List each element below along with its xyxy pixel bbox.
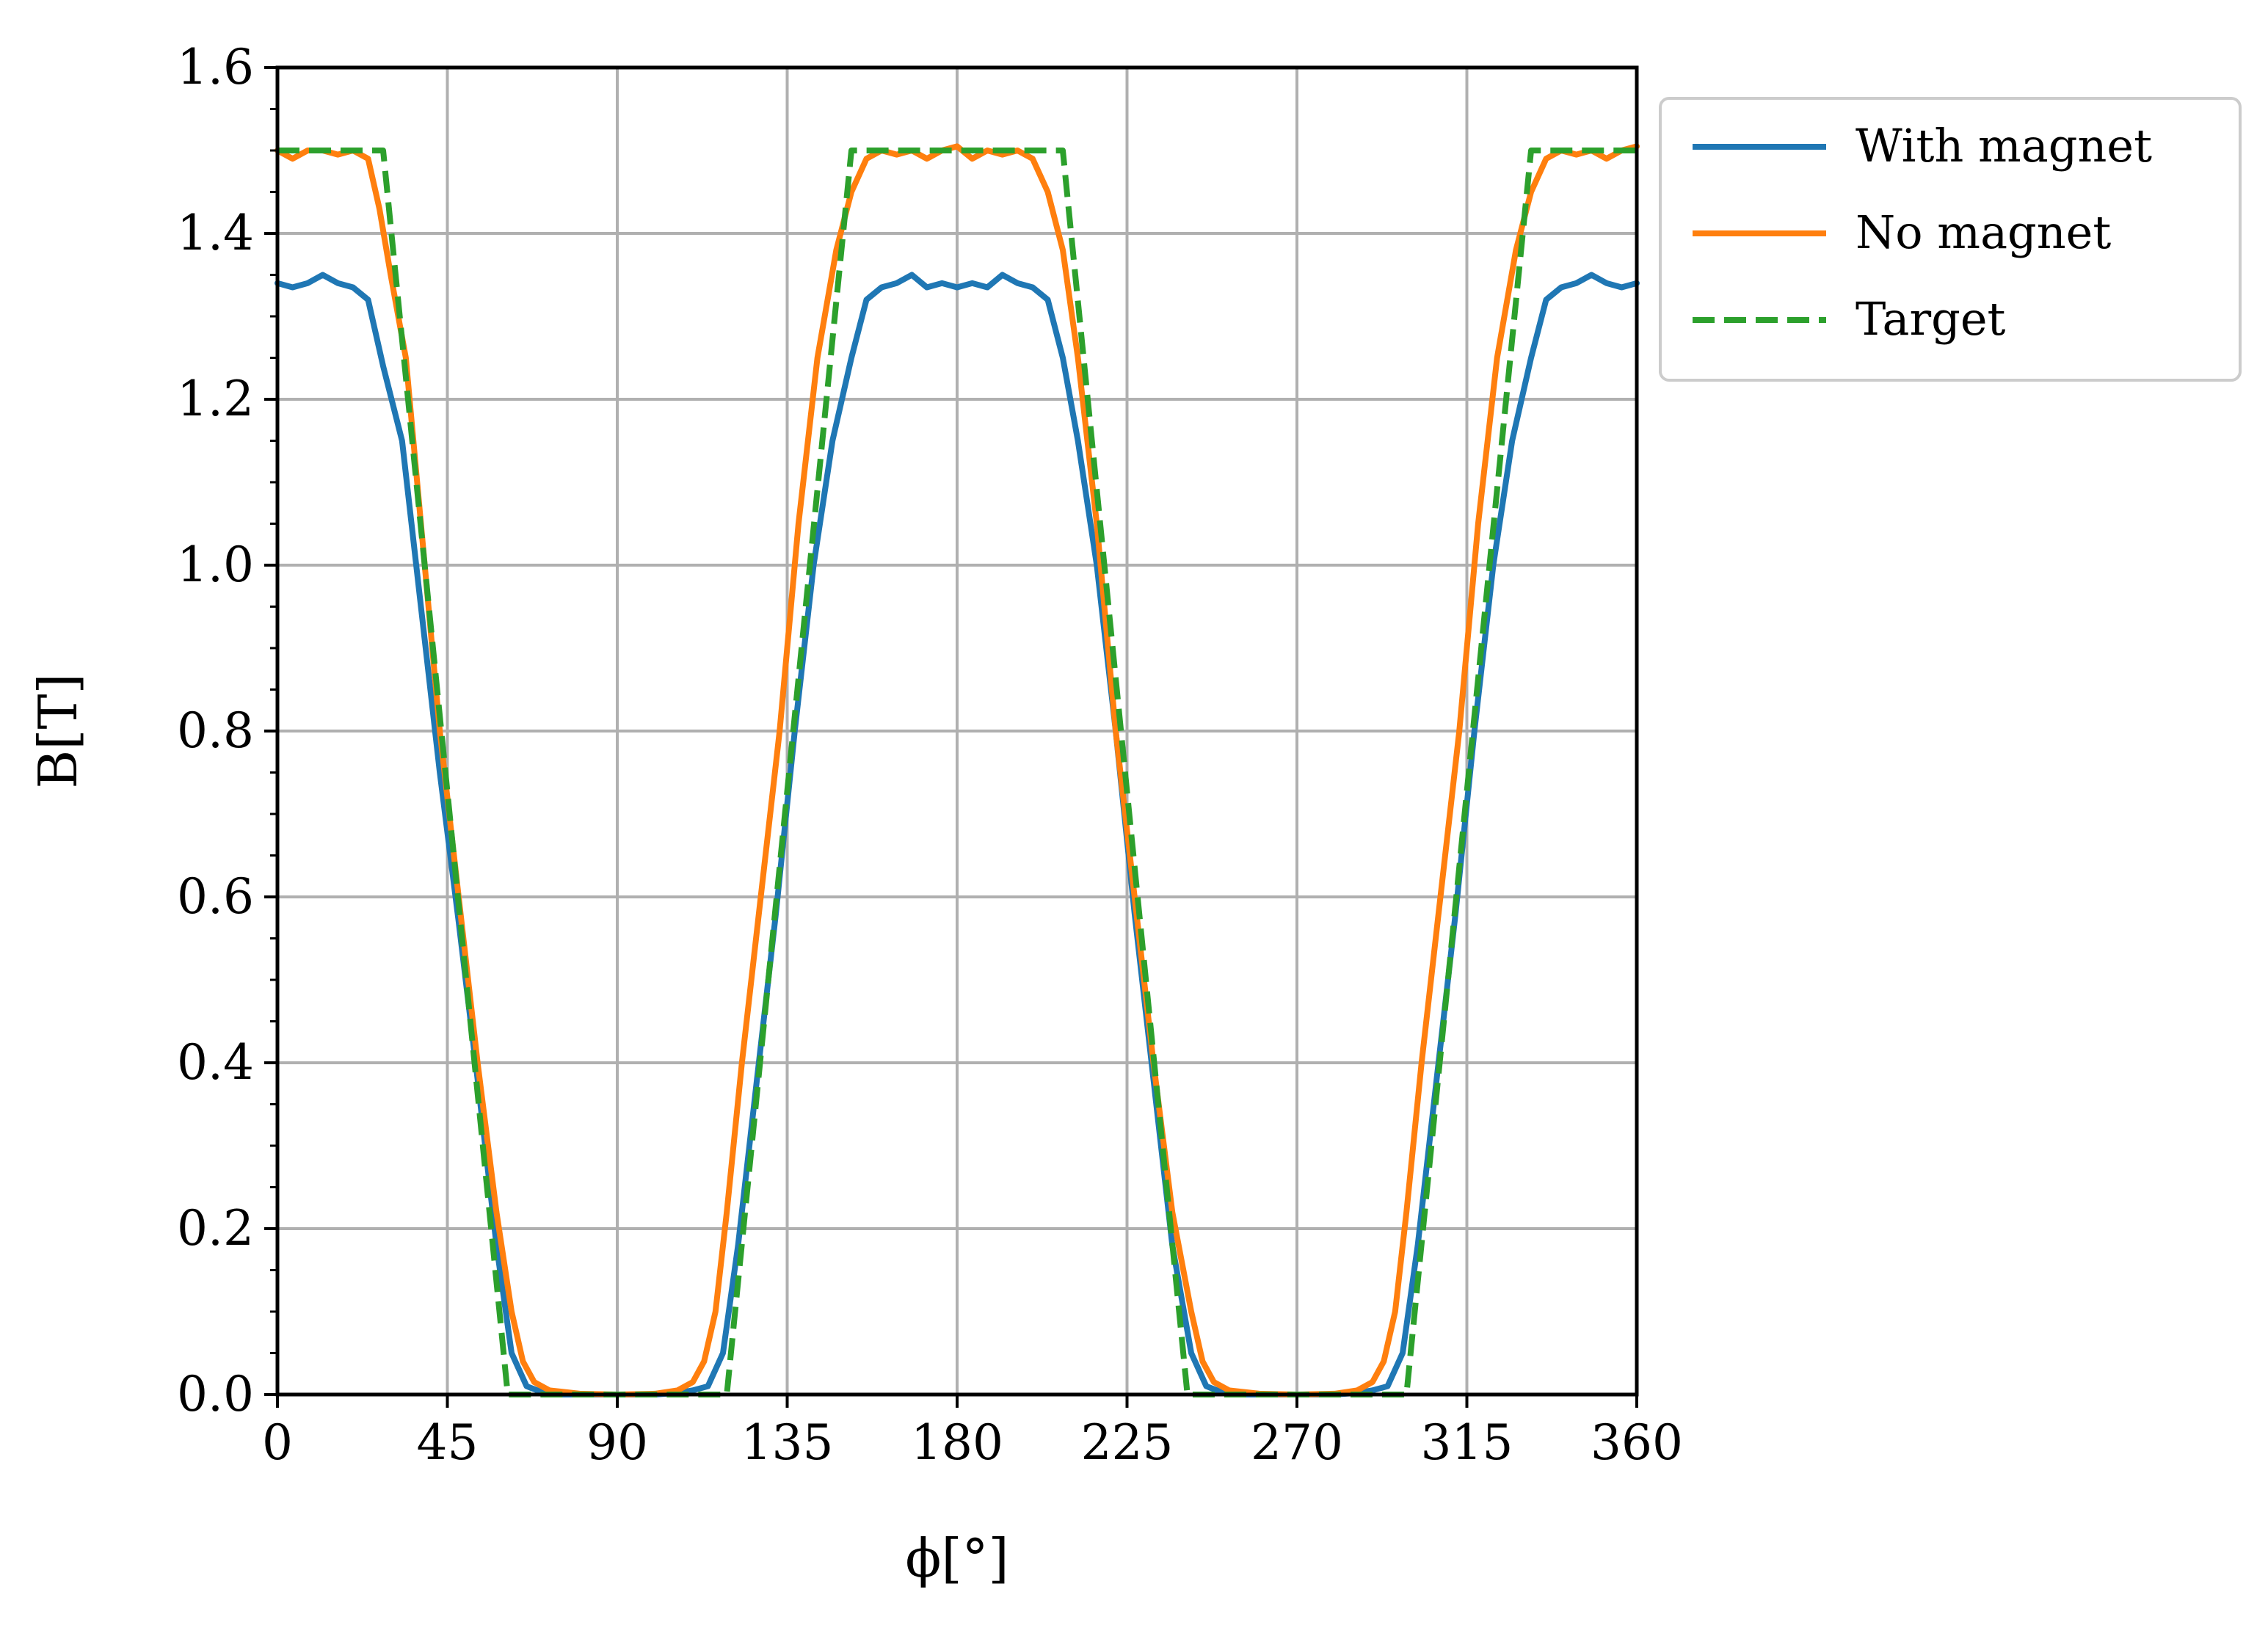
y-tick-label: 0.8: [177, 702, 254, 759]
legend: With magnet No magnet Target: [1659, 97, 2242, 382]
series-line-2: [277, 148, 1637, 1397]
legend-label-2: Target: [1856, 292, 2006, 346]
legend-box: [1659, 97, 2242, 382]
y-tick-label: 0.0: [177, 1366, 254, 1422]
y-axis-label: B[T]: [27, 673, 89, 788]
x-tick-label: 270: [1251, 1414, 1343, 1471]
y-tick-label: 1.6: [177, 39, 254, 95]
y-tick-label: 1.0: [177, 537, 254, 593]
y-tick-label: 0.6: [177, 868, 254, 925]
x-tick-label: 360: [1591, 1414, 1683, 1471]
ticks: [264, 66, 1638, 1408]
legend-label-1: No magnet: [1856, 206, 2111, 259]
x-tick-label: 45: [417, 1414, 479, 1471]
y-tick-label: 1.2: [177, 371, 254, 427]
y-tick-label: 1.4: [177, 205, 254, 261]
y-tick-label: 0.4: [177, 1034, 254, 1091]
x-tick-label: 0: [262, 1414, 293, 1471]
x-tick-label: 90: [586, 1414, 648, 1471]
x-tick-label: 315: [1421, 1414, 1513, 1471]
y-tick-label: 0.2: [177, 1200, 254, 1257]
legend-label-0: With magnet: [1856, 119, 2152, 172]
x-tick-label: 135: [741, 1414, 834, 1471]
x-tick-label: 180: [911, 1414, 1003, 1471]
tick-labels: 0 45 90 135 180 225 270 315 360 0.0 0.2 0.4 0.6 0.8 1.…: [177, 39, 1683, 1471]
x-axis-label: ϕ[°]: [905, 1527, 1008, 1589]
x-tick-label: 225: [1081, 1414, 1174, 1471]
series-layer: [275, 143, 1640, 1397]
